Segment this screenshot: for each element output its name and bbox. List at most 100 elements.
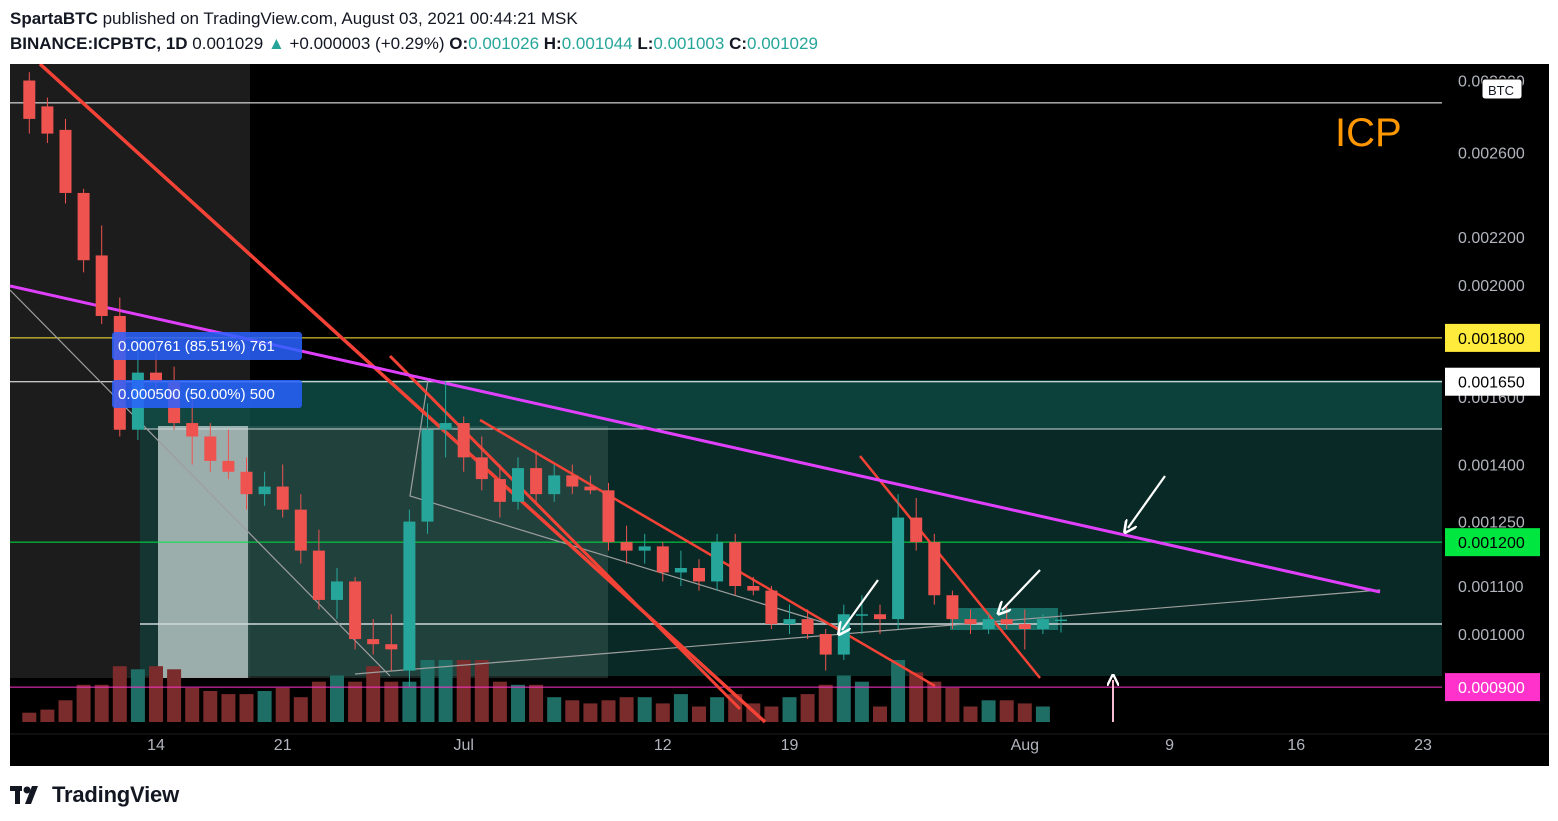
price-axis[interactable]: 0.0030000.0026000.0022000.0020000.001600…: [1442, 64, 1549, 734]
candle: [240, 457, 253, 510]
candle-body: [204, 436, 217, 461]
volume-bar: [149, 666, 163, 722]
candle-body: [729, 542, 742, 586]
tradingview-logo-icon: [10, 786, 38, 804]
close-value: 0.001029: [747, 34, 818, 53]
high-value: 0.001044: [561, 34, 633, 53]
candle-body: [765, 590, 778, 625]
candle-body: [548, 475, 561, 495]
candle-body: [493, 479, 506, 502]
volume-bar: [981, 700, 996, 722]
volume-bar: [366, 666, 381, 722]
brand-name: TradingView: [52, 782, 179, 807]
price-tick-label: 0.001100: [1458, 579, 1524, 596]
candle: [276, 464, 289, 518]
candle-body: [312, 550, 325, 600]
candle: [77, 188, 90, 273]
candle: [41, 97, 54, 144]
candle: [493, 464, 506, 518]
candle-body: [620, 542, 633, 551]
price-tick-label: 0.001400: [1458, 457, 1525, 474]
candle: [530, 450, 543, 502]
measure-label-2: 0.000500 (50.00%) 500: [118, 386, 275, 403]
author-name[interactable]: SpartaBTC: [10, 9, 98, 28]
symbol-label[interactable]: BINANCE:ICPBTC, 1D: [10, 34, 188, 53]
red-trendline-2: [388, 354, 742, 711]
volume-bar: [40, 709, 55, 722]
volume-bar: [909, 672, 924, 722]
volume-bar: [221, 694, 236, 722]
footer: TradingView: [10, 781, 179, 809]
low-value: 0.001003: [653, 34, 725, 53]
candle: [729, 533, 742, 596]
candle-body: [674, 568, 687, 573]
candle: [59, 118, 72, 204]
candle-body: [711, 542, 724, 582]
candle: [910, 497, 923, 551]
volume-bar: [58, 700, 73, 722]
close-label: C:: [729, 34, 748, 53]
candle-body: [475, 457, 488, 480]
candle: [638, 533, 651, 564]
price-level-badge: [1445, 673, 1540, 702]
volume-bar: [818, 684, 833, 722]
candle-body: [602, 490, 615, 543]
price-level-value: 0.001800: [1458, 331, 1525, 348]
candle-body: [77, 192, 90, 261]
price-level-badges: 0.001800 0.001650 0.001200 0.000900: [1445, 323, 1540, 702]
candle-body: [530, 468, 543, 495]
volume-bars: [22, 660, 1050, 722]
volume-bar: [782, 697, 797, 722]
volume-bar: [311, 681, 326, 722]
volume-bar: [800, 694, 815, 722]
candle-body: [95, 255, 108, 316]
candle-body: [59, 129, 72, 193]
volume-bar: [438, 660, 453, 722]
candle: [602, 482, 615, 551]
publish-info: published on TradingView.com, August 03,…: [102, 9, 578, 28]
candle-body: [367, 639, 380, 645]
low-label: L:: [637, 34, 654, 53]
candle-body: [638, 546, 651, 551]
volume-bar: [239, 694, 254, 722]
candle-body: [276, 486, 289, 510]
chart-canvas[interactable]: 0.000761 (85.51%) 761 0.000500 (50.00%) …: [10, 64, 1549, 766]
candle: [874, 604, 886, 635]
candle: [512, 457, 524, 510]
volume-bar: [945, 687, 960, 722]
volume-bar: [764, 706, 779, 722]
guide-line-mid: [409, 379, 849, 631]
candle: [1036, 614, 1049, 635]
price-chart[interactable]: 0.000761 (85.51%) 761 0.000500 (50.00%) …: [10, 64, 1549, 766]
volume-bar: [456, 660, 471, 722]
candle-body: [41, 106, 54, 134]
time-tick-label: 23: [1414, 737, 1432, 754]
candle: [693, 559, 705, 591]
volume-bar: [873, 706, 887, 722]
candle-body: [1000, 619, 1013, 625]
candle: [765, 585, 778, 630]
candle: [222, 429, 235, 480]
candle-body: [693, 568, 705, 582]
candle: [385, 614, 398, 671]
candle-body: [186, 423, 199, 437]
price-level-badge: [1445, 323, 1540, 352]
volume-bar: [22, 712, 37, 722]
candle-body: [801, 619, 814, 635]
volume-bar: [275, 687, 290, 722]
time-axis[interactable]: 14 21 Jul 12 19 Aug 9 16 23: [10, 733, 1549, 754]
candle: [204, 423, 217, 472]
volume-bar: [185, 687, 200, 722]
candle: [475, 436, 488, 491]
candle: [403, 509, 416, 688]
chart-header: SpartaBTC published on TradingView.com, …: [10, 6, 1550, 56]
candle-body: [439, 423, 452, 430]
candle: [946, 590, 959, 630]
volume-bar: [583, 703, 598, 722]
candle: [892, 494, 905, 630]
tradingview-logo[interactable]: TradingView: [10, 782, 179, 808]
candle: [656, 542, 669, 582]
time-tick-label: Jul: [453, 737, 473, 754]
candle-body: [1055, 619, 1067, 622]
candle: [367, 619, 380, 655]
